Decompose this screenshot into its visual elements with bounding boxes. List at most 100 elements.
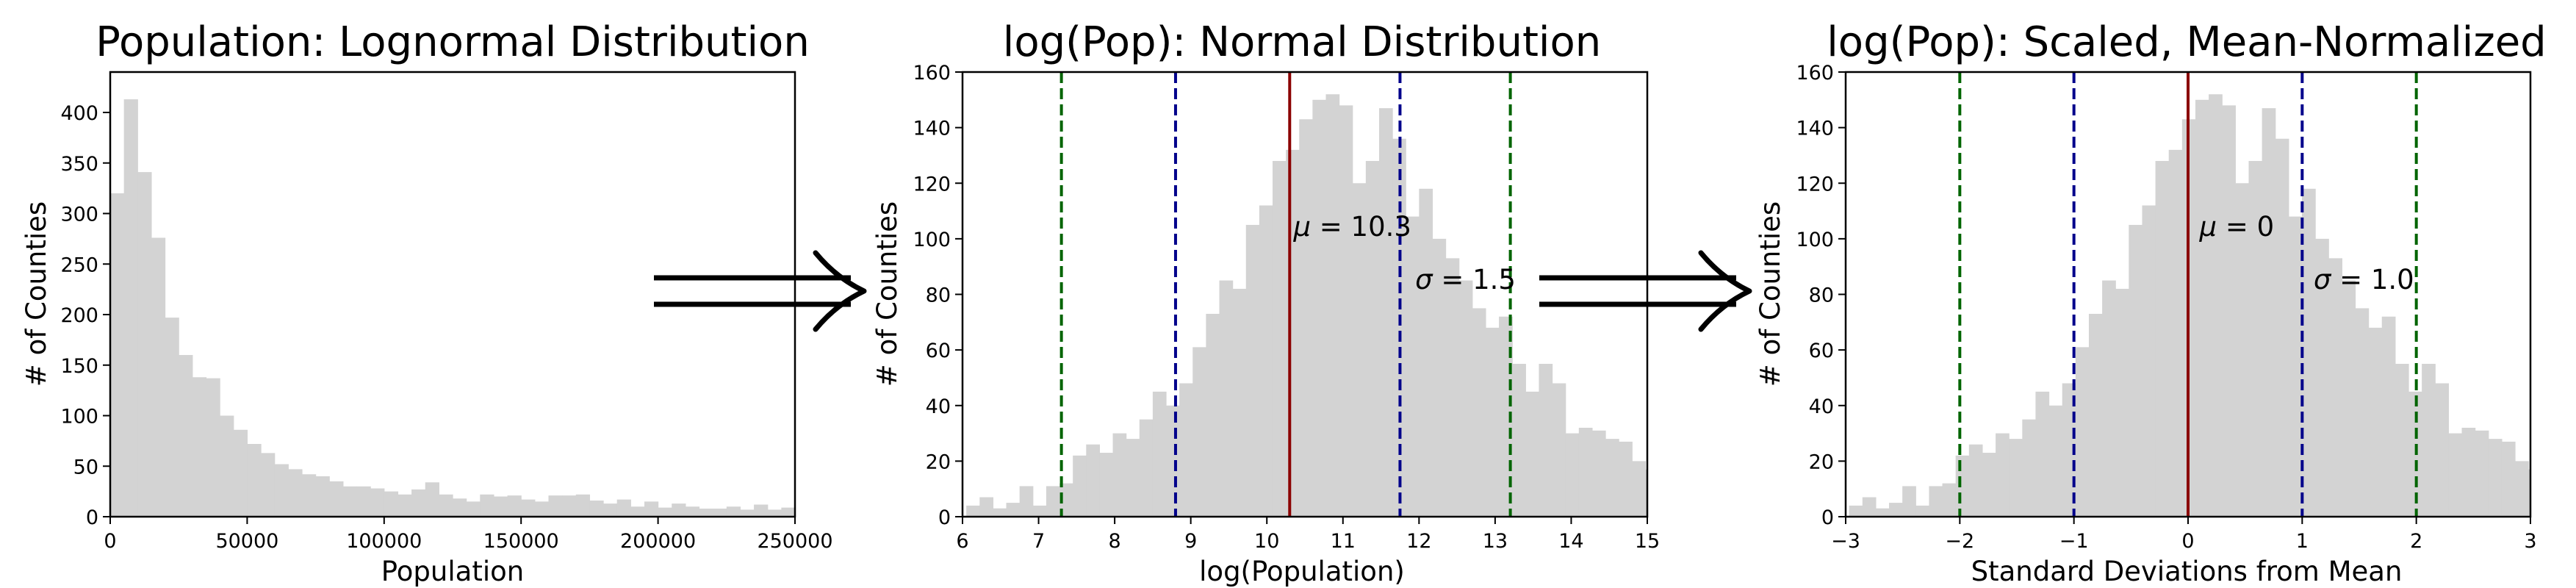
panel-3-bar-46 — [2461, 428, 2476, 517]
panel-1-bar-4 — [165, 318, 179, 517]
panel-2-bar-14 — [1152, 391, 1167, 517]
panel-2-bar-46 — [1578, 428, 1593, 517]
panel-3-xtick-label-2: −1 — [2059, 530, 2089, 553]
panel-2-bar-37 — [1458, 280, 1473, 517]
panel-3-bar-6 — [1929, 486, 1943, 517]
panel-1-bar-12 — [274, 464, 289, 517]
panel-2-bar-50 — [1632, 461, 1647, 517]
panel-2-bar-30 — [1365, 161, 1380, 517]
panel-3-bar-19 — [2102, 280, 2116, 517]
panel-1-xtick-label-2: 100000 — [346, 530, 422, 553]
panel-2-bar-41 — [1512, 364, 1526, 517]
panel-1-xtick-label-1: 50000 — [215, 530, 278, 553]
panel-2-bar-15 — [1166, 405, 1180, 517]
panel-2-bar-29 — [1352, 183, 1367, 517]
arrow-2-head — [1698, 250, 1752, 332]
panel-2-bar-12 — [1126, 439, 1140, 517]
panel-2-bar-4 — [1019, 486, 1034, 517]
panel-2-bar-26 — [1312, 99, 1327, 517]
panel-2-xtick-label-8: 14 — [1558, 530, 1583, 553]
panel-3-ytick-label-5: 100 — [1796, 229, 1834, 251]
panel-1-bar-47 — [754, 504, 769, 517]
panel-2-xtick-label-0: 6 — [956, 530, 968, 553]
panel-1-bar-5 — [179, 355, 193, 517]
panel-3-bar-45 — [2448, 433, 2463, 517]
panel-1-ytick-label-8: 400 — [60, 102, 98, 125]
panel-3-bar-31 — [2262, 108, 2276, 517]
panel-3-bar-7 — [1942, 483, 1957, 517]
panel-3-ytick-label-2: 40 — [1809, 395, 1834, 418]
panel-2-bar-36 — [1445, 258, 1460, 517]
panel-2-bar-38 — [1472, 308, 1486, 517]
panel-2-bar-21 — [1245, 224, 1260, 517]
panel-3-bar-33 — [2288, 216, 2303, 517]
panel-3-bar-50 — [2515, 461, 2529, 517]
panel-2-ytick-label-1: 20 — [926, 451, 951, 473]
panel-3-xlabel: Standard Deviations from Mean — [1971, 556, 2403, 587]
panel-3-bar-29 — [2235, 183, 2250, 517]
panel-3-ytick-label-0: 0 — [1821, 506, 1834, 529]
panel-3-bar-12 — [2009, 439, 2023, 517]
panel-3-bar-43 — [2422, 364, 2436, 517]
panel-2-ytick-label-2: 40 — [926, 395, 951, 418]
panel-2-xtick-label-4: 10 — [1254, 530, 1279, 553]
panel-2-ytick-label-5: 100 — [913, 229, 951, 251]
panel-2-ytick-label-3: 60 — [926, 340, 951, 362]
panel-3-bar-24 — [2168, 149, 2183, 517]
panel-3-bar-32 — [2275, 138, 2289, 517]
panel-2-bar-47 — [1591, 430, 1606, 517]
panel-1-bar-32 — [548, 495, 563, 517]
panel-3-bar-14 — [2035, 391, 2050, 517]
panel-1-bar-48 — [767, 509, 782, 517]
panel-1-bar-14 — [301, 474, 317, 517]
panel-2-bar-11 — [1112, 433, 1127, 517]
panel-2-bar-42 — [1525, 391, 1540, 517]
panel-1-bar-15 — [315, 476, 330, 517]
panel-1-ytick-label-6: 300 — [60, 204, 98, 226]
panel-1-bar-26 — [466, 501, 481, 517]
histogram-panel-2: log(Pop): Normal Distribution log(Popula… — [871, 18, 1660, 587]
panel-1-bar-49 — [781, 507, 796, 517]
panel-1-bar-8 — [220, 415, 234, 517]
panel-1-bar-36 — [603, 503, 618, 517]
panel-3-xtick-label-5: 2 — [2410, 530, 2422, 553]
panel-1-bar-38 — [630, 506, 645, 517]
panel-2-bar-24 — [1286, 149, 1300, 517]
panel-3-bar-18 — [2088, 313, 2103, 517]
panel-1-bar-46 — [740, 509, 755, 517]
panel-3-ytick-label-6: 120 — [1796, 173, 1834, 196]
panel-1-bar-18 — [356, 486, 371, 517]
panel-3-ytick-label-3: 60 — [1809, 340, 1834, 362]
panel-2-ytick-label-4: 80 — [926, 284, 951, 307]
panel-1-bar-27 — [480, 494, 494, 517]
panel-2-bar-1 — [979, 497, 994, 517]
panel-1-bar-20 — [384, 491, 399, 517]
panel-1-bar-34 — [575, 494, 590, 517]
arrow-1-head — [813, 250, 867, 332]
panel-2-xtick-label-7: 13 — [1483, 530, 1508, 553]
panel-3-bar-22 — [2142, 205, 2156, 517]
panel-3-bar-8 — [1955, 455, 1970, 517]
panel-1-ylabel: # of Counties — [21, 201, 52, 387]
panel-3-ytick-label-8: 160 — [1796, 62, 1834, 85]
panel-1-xtick-label-4: 200000 — [620, 530, 696, 553]
panel-3-bar-35 — [2315, 238, 2329, 517]
panel-3-bar-3 — [1889, 503, 1903, 517]
panel-2-xlabel: log(Population) — [1199, 556, 1405, 587]
panel-1-bar-10 — [247, 444, 262, 517]
histogram-panel-1: Population: Lognormal Distribution Popul… — [21, 18, 833, 587]
panel-2-bar-7 — [1059, 483, 1073, 517]
panel-2-bar-18 — [1206, 313, 1220, 517]
panel-2-xtick-label-5: 11 — [1331, 530, 1356, 553]
panel-1-bar-41 — [672, 503, 686, 517]
panel-2-bar-0 — [966, 505, 980, 517]
panel-1-axes-frame — [109, 71, 796, 518]
panel-3-bar-37 — [2342, 280, 2356, 517]
panel-2-annotation-0: μ = 10.3 — [1292, 211, 1411, 243]
panel-2-bar-28 — [1339, 105, 1353, 517]
panel-1-bar-39 — [644, 501, 659, 517]
panel-1-ytick-label-1: 50 — [73, 456, 98, 478]
panel-1-ytick-label-0: 0 — [86, 506, 98, 529]
panel-1-xtick-label-5: 250000 — [757, 530, 832, 553]
panel-3-annotation-1: σ = 1.0 — [2314, 264, 2414, 295]
